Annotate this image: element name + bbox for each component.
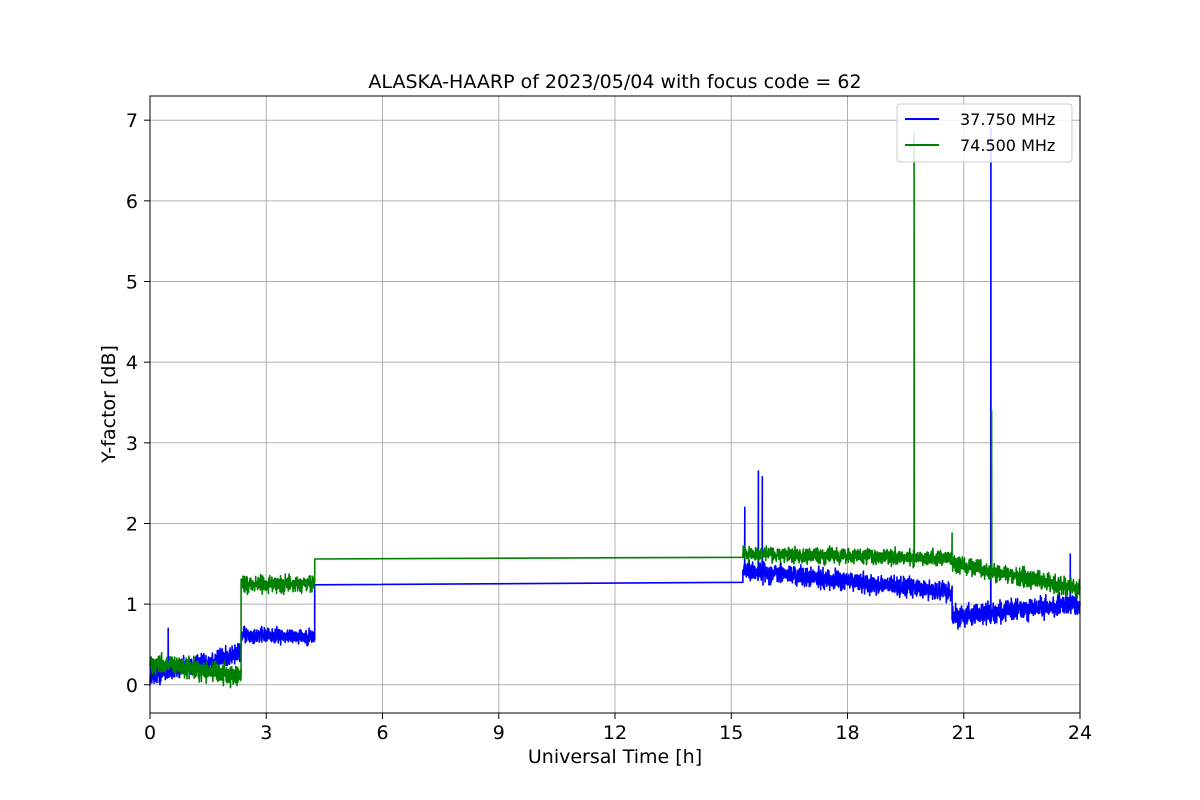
y-tick-label: 7 [126, 110, 138, 132]
series-line-0 [149, 127, 1081, 686]
series-layer [149, 127, 1081, 689]
legend: 37.750 MHz 74.500 MHz [896, 103, 1073, 163]
legend-box [896, 103, 1073, 163]
y-tick-label: 2 [126, 513, 138, 535]
y-tick-label: 6 [126, 191, 138, 213]
chart-title: ALASKA-HAARP of 2023/05/04 with focus co… [368, 71, 861, 93]
grid-layer [149, 96, 1081, 713]
x-tick-label: 21 [952, 722, 976, 744]
x-tick-label: 15 [719, 722, 743, 744]
y-tick-label: 1 [126, 594, 138, 616]
x-tick-label: 3 [260, 722, 272, 744]
x-axis-label: Universal Time [h] [528, 746, 702, 768]
x-tick-label: 12 [603, 722, 627, 744]
y-tick-label: 0 [126, 675, 138, 697]
y-axis-label: Y-factor [dB] [98, 345, 120, 464]
x-tick-label: 6 [376, 722, 388, 744]
legend-label-series-1: 74.500 MHz [960, 136, 1055, 155]
y-tick-label: 3 [126, 433, 138, 455]
x-tick-label: 24 [1068, 722, 1092, 744]
legend-label-series-0: 37.750 MHz [960, 110, 1055, 129]
y-tick-label: 5 [126, 272, 138, 294]
x-tick-label: 18 [835, 722, 859, 744]
series-line-1 [149, 131, 1081, 689]
x-tick-label: 0 [144, 722, 156, 744]
y-tick-label: 4 [126, 352, 138, 374]
x-tick-label: 9 [493, 722, 505, 744]
